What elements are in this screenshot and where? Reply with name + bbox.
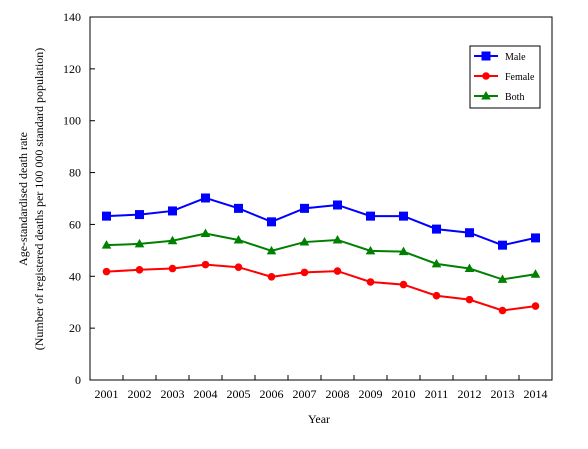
legend-label-male: Male xyxy=(505,52,526,63)
data-point-female xyxy=(465,295,474,304)
data-point-female xyxy=(201,260,210,269)
x-tick-label: 2003 xyxy=(161,387,185,401)
data-point-male xyxy=(168,206,177,216)
x-tick-label: 2001 xyxy=(95,387,119,401)
series-line-both xyxy=(106,232,536,281)
series-male xyxy=(102,193,540,250)
data-point-both xyxy=(200,228,211,238)
data-point-male xyxy=(201,193,210,203)
data-point-female xyxy=(432,291,441,300)
x-tick-label: 2011 xyxy=(425,387,449,401)
data-point-female xyxy=(168,264,177,273)
data-point-both xyxy=(497,274,508,283)
x-tick-label: 2007 xyxy=(293,387,317,401)
x-tick-label: 2014 xyxy=(524,387,548,401)
legend-label-both: Both xyxy=(505,92,524,103)
data-point-both xyxy=(431,258,442,268)
data-point-female xyxy=(267,273,276,281)
data-point-male xyxy=(234,203,243,213)
data-point-male xyxy=(366,211,375,221)
x-tick-label: 2002 xyxy=(128,387,152,401)
x-tick-label: 2004 xyxy=(194,387,218,401)
y-tick-label: 120 xyxy=(63,62,81,76)
series-female xyxy=(102,260,540,315)
data-point-female xyxy=(300,268,309,277)
data-point-both xyxy=(134,238,145,248)
data-point-male xyxy=(465,228,474,238)
legend-marker-male xyxy=(481,51,491,61)
data-point-female xyxy=(234,263,243,272)
data-point-female xyxy=(498,306,507,315)
x-tick-label: 2006 xyxy=(260,387,284,401)
x-tick-label: 2013 xyxy=(491,387,515,401)
y-tick-label: 80 xyxy=(69,166,81,180)
data-point-both xyxy=(266,245,277,255)
x-tick-label: 2010 xyxy=(392,387,416,401)
data-point-male xyxy=(300,203,309,213)
data-point-both xyxy=(101,240,112,249)
data-point-male xyxy=(432,224,441,234)
data-point-both xyxy=(398,246,409,256)
series-line-female xyxy=(106,263,536,312)
y-tick-label: 20 xyxy=(69,321,81,335)
data-point-female xyxy=(531,302,540,310)
data-point-male xyxy=(399,211,408,221)
data-point-female xyxy=(135,266,144,274)
legend-marker-female xyxy=(482,72,490,80)
legend-marker-both xyxy=(481,91,491,100)
series-line-male xyxy=(106,196,536,247)
data-point-female xyxy=(399,280,408,289)
x-axis-title: Year xyxy=(308,412,330,426)
data-point-female xyxy=(333,267,342,275)
x-tick-label: 2009 xyxy=(359,387,383,401)
y-axis-title-units: (Number of registered deaths per 100 000… xyxy=(32,48,46,351)
data-point-both xyxy=(299,237,310,246)
y-tick-label: 60 xyxy=(69,217,81,231)
data-point-male xyxy=(267,217,276,227)
x-tick-label: 2012 xyxy=(458,387,482,401)
data-point-male xyxy=(498,240,507,250)
data-point-both xyxy=(332,234,343,244)
x-tick-label: 2008 xyxy=(326,387,350,401)
y-tick-label: 100 xyxy=(63,114,81,128)
y-tick-label: 0 xyxy=(75,373,81,387)
data-point-both xyxy=(530,269,541,278)
y-tick-label: 40 xyxy=(69,269,81,283)
data-point-both xyxy=(167,235,178,245)
data-point-male xyxy=(531,233,540,243)
series-both xyxy=(101,228,541,283)
data-point-male xyxy=(333,200,342,210)
data-point-male xyxy=(135,210,144,220)
data-point-female xyxy=(366,278,375,286)
data-point-male xyxy=(102,211,111,221)
y-tick-label: 140 xyxy=(63,10,81,24)
y-axis-title: Age-standardised death rate xyxy=(16,132,30,266)
data-point-both xyxy=(365,245,376,255)
data-point-both xyxy=(233,234,244,244)
x-tick-label: 2005 xyxy=(227,387,251,401)
data-point-female xyxy=(102,267,111,276)
data-point-both xyxy=(464,263,475,273)
legend-label-female: Female xyxy=(505,72,535,83)
